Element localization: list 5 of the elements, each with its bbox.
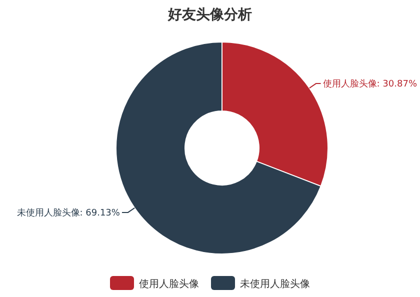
legend-label: 使用人脸头像 bbox=[139, 278, 199, 290]
chart-title: 好友头像分析 bbox=[167, 7, 252, 23]
data-label: 未使用人脸头像: 69.13% bbox=[16, 207, 120, 218]
data-label: 使用人脸头像: 30.87% bbox=[322, 78, 418, 90]
legend-label: 未使用人脸头像 bbox=[240, 278, 310, 290]
